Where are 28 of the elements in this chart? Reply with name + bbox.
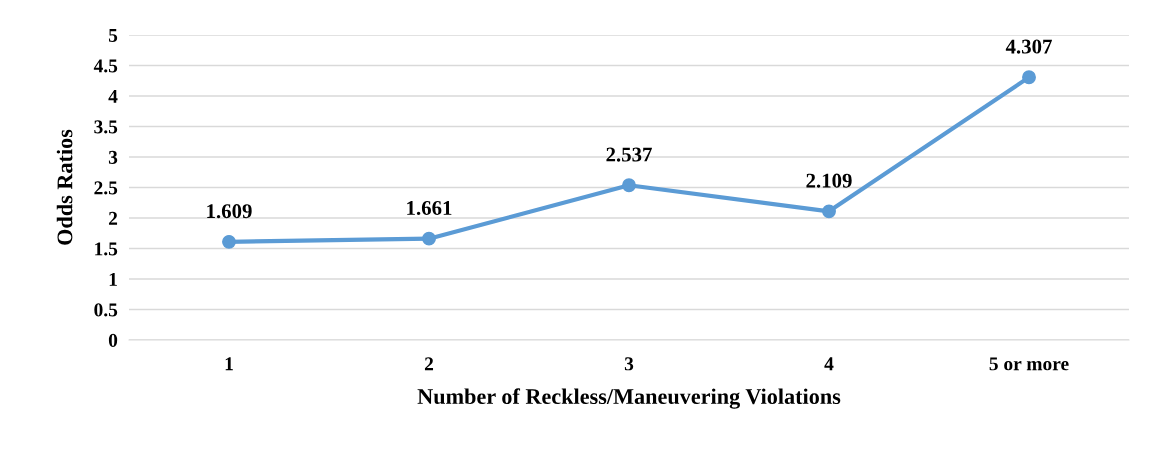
y-tick-label: 1 — [109, 272, 117, 286]
y-tick-label: 4 — [108, 89, 118, 103]
y-tick-label: 3.5 — [94, 120, 118, 134]
point — [822, 204, 836, 219]
y-tick-label: 0.5 — [94, 303, 118, 317]
x-tick-label: 5 or more — [989, 357, 1069, 371]
point — [1022, 70, 1036, 85]
y-tick-label: 0 — [108, 333, 118, 347]
data-label: 2.109 — [806, 173, 852, 188]
x-tick-label: 2 — [424, 357, 434, 371]
x-tick-label: 1 — [225, 357, 233, 371]
y-tick-label: 4.5 — [93, 59, 118, 73]
y-tick-label: 3 — [108, 150, 118, 164]
data-label: 1.609 — [207, 204, 252, 219]
y-tick-label: 2.5 — [94, 181, 118, 195]
data-label: 1.661 — [407, 201, 452, 216]
data-label: 2.537 — [606, 147, 652, 162]
point — [222, 234, 236, 249]
x-tick-label: 4 — [824, 357, 834, 371]
x-tick-label: 3 — [624, 357, 634, 371]
point — [622, 178, 636, 193]
x-axis-title: Number of Reckless/Maneuvering Violations — [417, 388, 841, 409]
data-label: 4.307 — [1005, 39, 1052, 54]
y-axis-title: Odds Ratios — [56, 129, 73, 245]
y-tick-label: 2 — [108, 211, 118, 225]
y-tick-label: 1.5 — [95, 242, 118, 256]
point — [422, 231, 436, 246]
y-tick-label: 5 — [108, 29, 118, 42]
